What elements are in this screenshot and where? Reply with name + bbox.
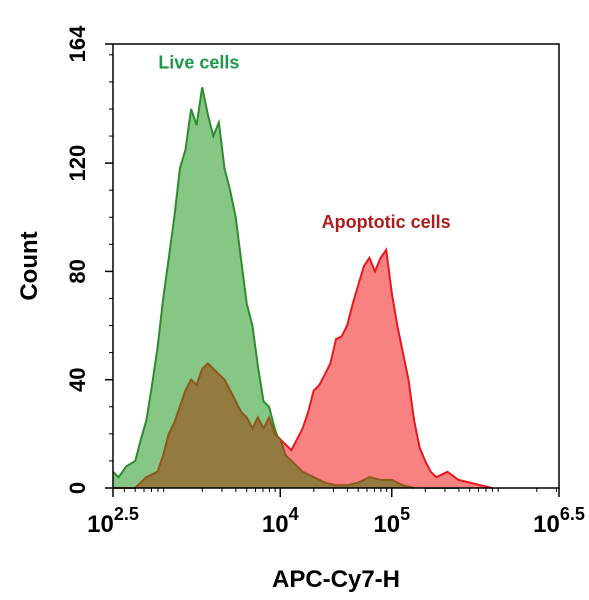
plot-frame [112, 43, 560, 489]
y-tick-label: 120 [65, 145, 90, 182]
series-line-overlap [113, 362, 415, 489]
y-tick-label: 40 [65, 367, 90, 391]
x-tick-label: 104 [262, 504, 299, 538]
y-tick-label: 164 [65, 25, 90, 62]
x-tick-label: 105 [373, 504, 410, 538]
series-area-overlap [113, 363, 415, 488]
y-tick-label: 80 [65, 259, 90, 283]
x-tick-label: 102.5 [87, 504, 139, 538]
plot-area [112, 87, 493, 489]
axes: 0 40 80 120 164 102.5 104 105 106.5 Live cells Apo… [65, 25, 585, 538]
y-tick-label: 0 [65, 482, 90, 494]
y-axis-title: Count [16, 231, 43, 300]
x-tick-label: 106.5 [533, 504, 585, 538]
annotation-apoptotic-cells: Apoptotic cells [322, 212, 451, 232]
x-axis-title: APC-Cy7-H [272, 566, 400, 593]
annotation-live-cells: Live cells [158, 52, 239, 72]
